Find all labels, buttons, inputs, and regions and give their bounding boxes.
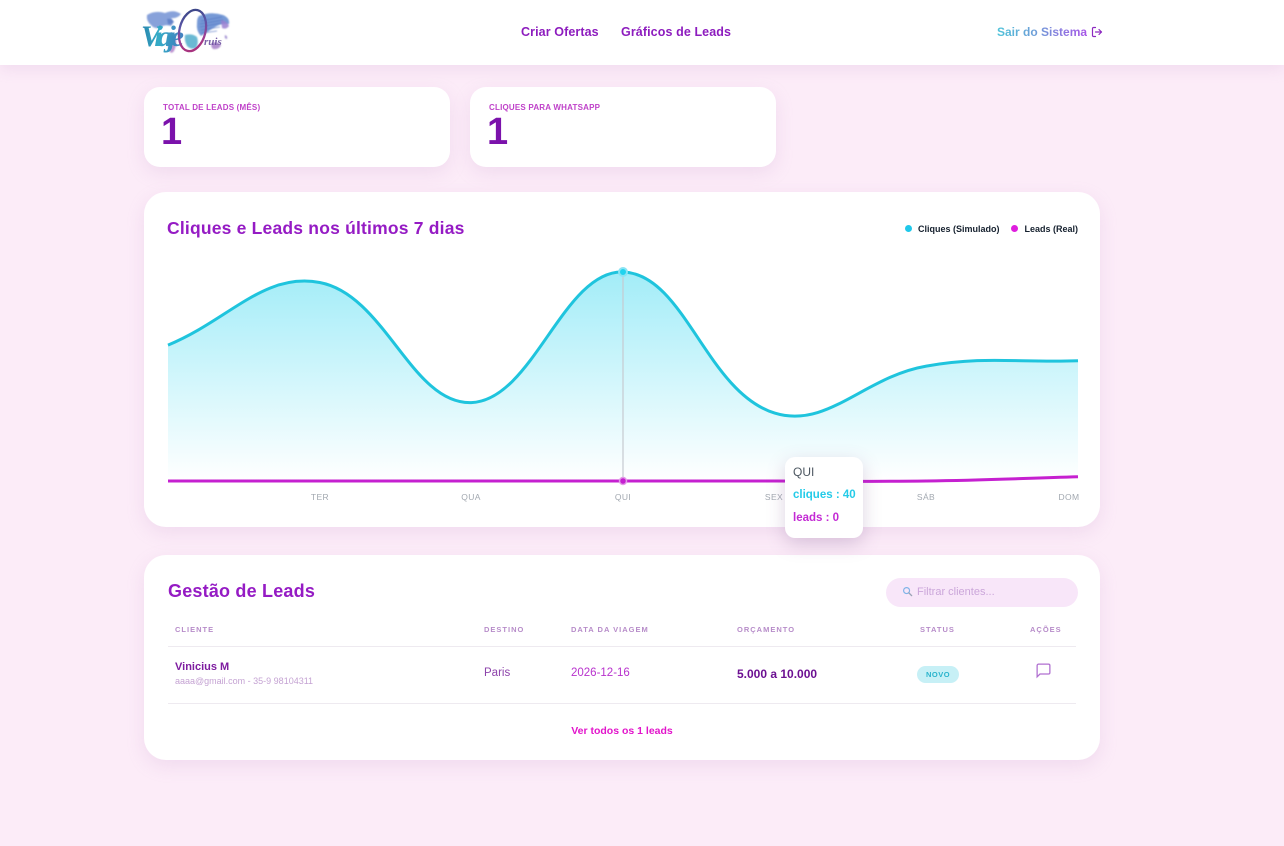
svg-text:ruis: ruis [204, 36, 222, 48]
svg-text:Viaje: Viaje [141, 20, 184, 53]
